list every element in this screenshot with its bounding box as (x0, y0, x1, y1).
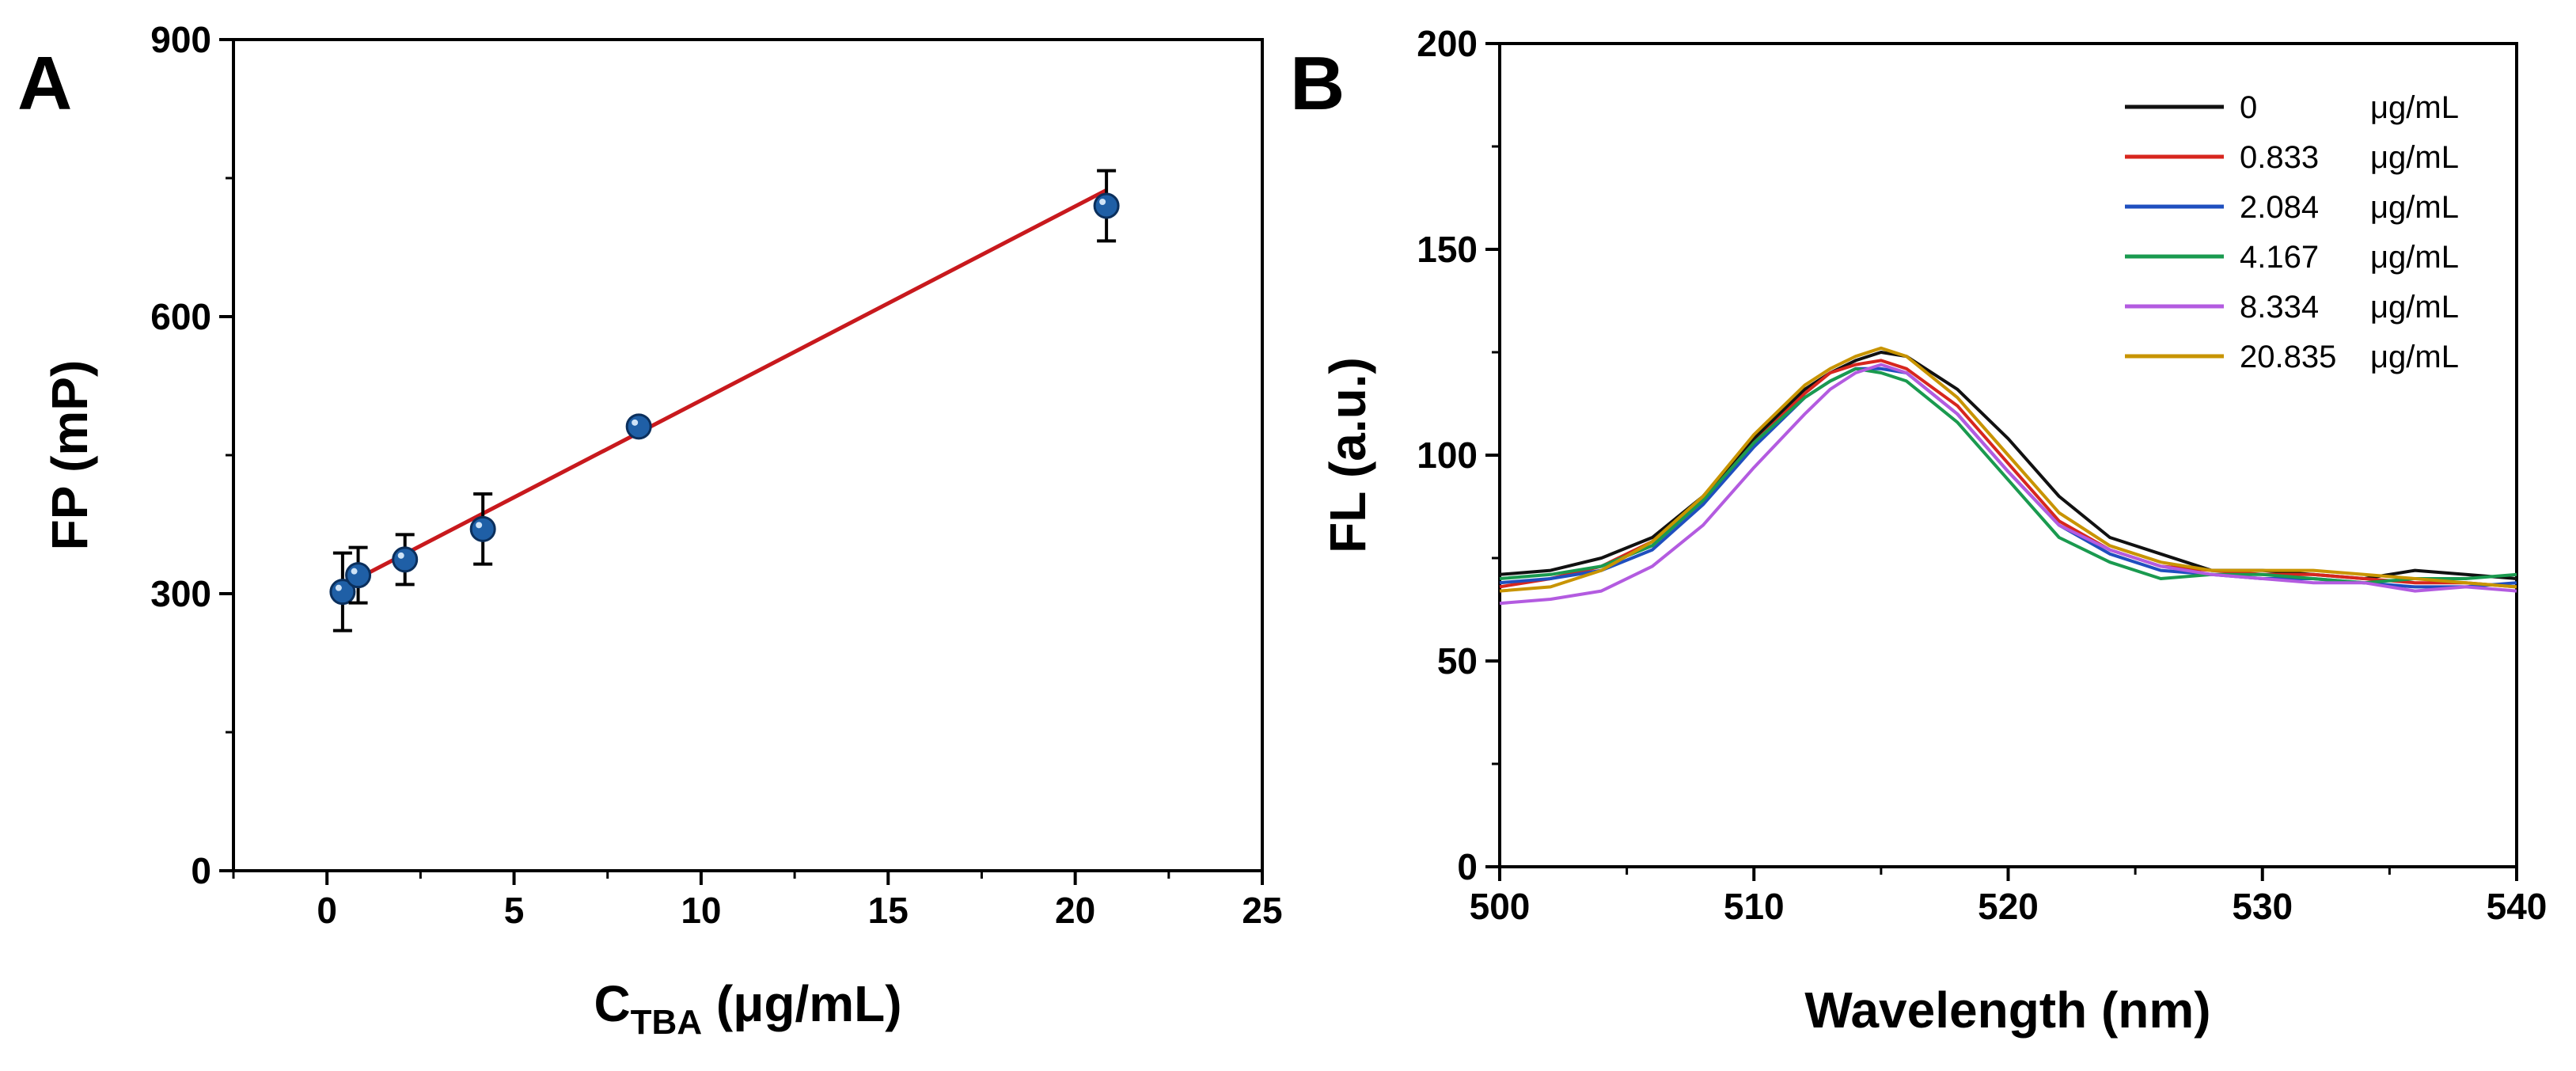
chart-a: 0 5 10 15 20 25 0 300 600 900 FP (mP) CTBA (μg/mL… (41, 19, 1283, 1042)
data-point (345, 562, 372, 589)
legend-value: 4.167 (2240, 240, 2319, 275)
data-point (469, 515, 496, 542)
legend-unit: μg/mL (2370, 140, 2459, 175)
y-axis-label-b: FL (a.u.) (1319, 357, 1376, 553)
series-line-8.334 (1499, 363, 2517, 606)
y-tick-label-b: 200 (1417, 23, 1478, 64)
x-tick-label-a: 0 (317, 890, 337, 931)
x-tick-label-a: 25 (1242, 890, 1282, 931)
x-axis-label-a-unit: (μg/mL) (702, 975, 901, 1032)
legend-value: 0 (2240, 90, 2257, 125)
y-tick-label-a: 300 (150, 573, 211, 614)
x-axis-label-a-sub: TBA (631, 1003, 702, 1042)
x-tick-label-b: 500 (1470, 886, 1531, 927)
legend-unit: μg/mL (2370, 340, 2459, 374)
data-point-highlight (632, 419, 639, 426)
y-tick-label-b: 0 (1457, 846, 1478, 887)
x-axis-label-a: CTBA (μg/mL) (594, 975, 901, 1042)
panel-letter-a: A (17, 41, 72, 126)
chart-b: 500 510 520 530 540 0 50 100 150 200 0 μg/mL 0.833 μ… (1319, 23, 2547, 1039)
x-tick-label-a: 15 (868, 890, 909, 931)
legend-unit: μg/mL (2370, 240, 2459, 275)
data-point-highlight (397, 552, 404, 559)
legend-unit: μg/mL (2370, 290, 2459, 325)
y-tick-label-b: 100 (1417, 435, 1478, 476)
series-line-20.835 (1499, 346, 2517, 593)
data-point (625, 413, 652, 440)
data-point-highlight (1099, 199, 1106, 205)
x-tick-label-a: 5 (504, 890, 525, 931)
fit-line (341, 188, 1108, 588)
legend-value: 0.833 (2240, 140, 2319, 175)
y-tick-label-a: 0 (191, 850, 211, 891)
data-point-highlight (476, 522, 483, 529)
legend-value: 20.835 (2240, 340, 2336, 374)
x-tick-label-b: 520 (1978, 886, 2039, 927)
y-tick-label-b: 50 (1437, 640, 1478, 682)
data-point-highlight (335, 584, 342, 591)
x-tick-label-b: 530 (2232, 886, 2293, 927)
data-point-highlight (351, 568, 358, 575)
legend-b: 0 μg/mL 0.833 μg/mL 2.084 μg/mL 4.167 μg/mL 8.33… (2125, 90, 2459, 374)
y-tick-label-a: 600 (150, 296, 211, 337)
x-tick-label-b: 540 (2487, 886, 2548, 927)
data-point (392, 546, 419, 573)
panel-letter-b: B (1290, 41, 1345, 126)
data-point (1093, 192, 1120, 219)
y-tick-label-b: 150 (1417, 229, 1478, 270)
legend-unit: μg/mL (2370, 90, 2459, 125)
x-tick-label-a: 10 (681, 890, 721, 931)
x-tick-label-a: 20 (1055, 890, 1095, 931)
x-tick-label-b: 510 (1724, 886, 1785, 927)
series-line-4.167 (1499, 366, 2517, 585)
legend-unit: μg/mL (2370, 190, 2459, 225)
y-axis-label-a: FP (mP) (41, 360, 98, 551)
legend-value: 2.084 (2240, 190, 2319, 225)
x-axis-label-a-main: C (594, 975, 630, 1032)
legend-value: 8.334 (2240, 290, 2319, 325)
x-axis-label-b: Wavelength (nm) (1804, 982, 2210, 1039)
y-tick-label-a: 900 (150, 19, 211, 60)
plot-frame-a (232, 38, 1264, 872)
